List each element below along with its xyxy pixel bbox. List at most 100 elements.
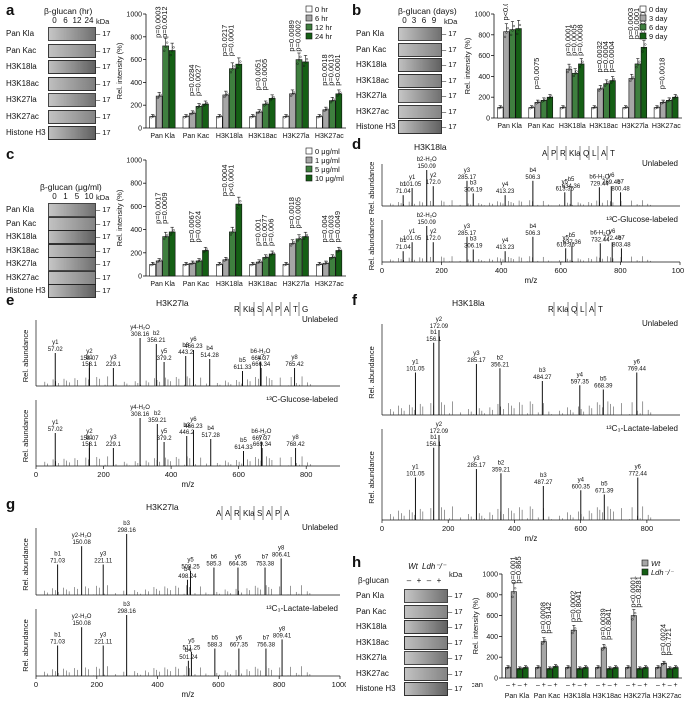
data-point bbox=[609, 667, 613, 670]
blot-row-kda: – 17 bbox=[96, 128, 111, 137]
blot-band bbox=[48, 93, 96, 107]
peak-label: b4 bbox=[207, 426, 214, 432]
panel-letter-d: d bbox=[352, 136, 362, 153]
bar bbox=[235, 203, 243, 277]
p-value-annotation: p=0.0001 bbox=[632, 8, 641, 40]
x-tick-label: H3K27la bbox=[283, 133, 310, 140]
peak-label: b1 bbox=[400, 182, 407, 188]
bar bbox=[552, 666, 559, 679]
peak-label: y6 bbox=[634, 360, 641, 366]
x-tick-label: 0 bbox=[34, 680, 38, 689]
y-axis-label: Rel. abundance bbox=[21, 538, 30, 591]
blot-row: H3K18la – 17 bbox=[352, 57, 472, 72]
x-tick-label: 0 bbox=[380, 266, 384, 275]
blot-band bbox=[404, 635, 448, 650]
data-point bbox=[632, 615, 635, 618]
x-tick-label: 0 bbox=[380, 524, 384, 533]
x-tick-label: H3K18la bbox=[559, 123, 586, 130]
data-point bbox=[505, 31, 508, 34]
peak-label: 508.25 bbox=[181, 565, 200, 571]
peak-label: b2 bbox=[153, 331, 160, 337]
x-tick-label: 200 bbox=[442, 524, 455, 533]
data-point bbox=[565, 667, 568, 670]
x-tick-label: 400 bbox=[151, 680, 164, 689]
peak-label: 611.33 bbox=[234, 365, 253, 371]
blot-row-label: H3K27ac bbox=[356, 106, 389, 116]
data-point bbox=[166, 233, 169, 237]
bar bbox=[155, 95, 163, 129]
treatment-sign: – bbox=[506, 682, 510, 689]
data-point bbox=[512, 591, 515, 594]
bar bbox=[660, 663, 667, 679]
peak-label: y4-H₂O bbox=[130, 405, 150, 411]
bar bbox=[195, 260, 203, 277]
blot-row: H3K18ac – 17 bbox=[352, 635, 472, 650]
y-tick-label: 600 bbox=[486, 613, 498, 620]
bar bbox=[595, 667, 601, 679]
x-tick-label: 800 bbox=[273, 680, 286, 689]
peptide-residue: A bbox=[266, 509, 272, 518]
x-tick-label: 1000 bbox=[672, 266, 684, 275]
data-point bbox=[236, 207, 239, 210]
p-value-annotation: p=0.0017 bbox=[153, 192, 162, 224]
spectrum-condition-label: Unlabeled bbox=[302, 315, 338, 324]
blot-row-kda: – 17 bbox=[96, 245, 111, 255]
peptide-residue: S bbox=[257, 509, 262, 518]
data-point bbox=[224, 94, 227, 97]
peak-label: 101.05 bbox=[403, 236, 422, 242]
peak-label: 101.05 bbox=[406, 367, 425, 373]
blot-row: H3K18ac – 17 bbox=[352, 73, 472, 88]
data-point bbox=[544, 639, 547, 642]
p-value-annotation: p=0.8041 bbox=[604, 608, 613, 640]
peak-label: y4 bbox=[502, 238, 509, 244]
blot-band bbox=[404, 651, 448, 665]
peak-label: 466.23 bbox=[184, 424, 203, 430]
y-tick-label: 1000 bbox=[126, 158, 142, 165]
data-point bbox=[642, 46, 646, 50]
p-value-annotation: p<0.0001 bbox=[638, 8, 647, 40]
bar bbox=[612, 667, 619, 679]
peak-label: b6-H₂O bbox=[589, 174, 609, 180]
x-tick-label: H3K27ac bbox=[315, 281, 344, 288]
treatment-sign: – bbox=[548, 682, 552, 689]
data-point bbox=[331, 99, 334, 103]
peak-label: y2 bbox=[86, 349, 93, 355]
group-labels: Wt Ldh⁻/⁻ bbox=[404, 562, 446, 571]
data-point bbox=[219, 262, 222, 266]
treatment-sign: + bbox=[602, 682, 606, 689]
blot-h: Wt Ldh⁻/⁻ kDa β-glucan – + – + Pan Kla – 17 Pa… bbox=[352, 552, 472, 704]
data-point bbox=[204, 103, 207, 106]
data-point bbox=[171, 231, 174, 234]
bar bbox=[229, 231, 236, 277]
data-point bbox=[563, 106, 566, 109]
kda-header: kDa bbox=[444, 17, 458, 26]
data-point bbox=[581, 60, 584, 63]
kda-header: kDa bbox=[96, 193, 110, 202]
peptide-residue: P bbox=[275, 509, 280, 518]
peak-label: b1 bbox=[54, 633, 61, 639]
data-point bbox=[272, 251, 275, 255]
bar bbox=[628, 78, 635, 119]
bar bbox=[515, 28, 522, 119]
data-point bbox=[601, 648, 604, 651]
bar bbox=[155, 260, 163, 277]
peak-label: b2 bbox=[154, 411, 161, 417]
data-point bbox=[164, 235, 167, 239]
peptide-residue: A bbox=[216, 509, 222, 518]
data-point bbox=[669, 667, 673, 670]
legend-entry: 0 hr bbox=[315, 5, 328, 14]
peak-label: 800.48 bbox=[611, 186, 630, 192]
peak-label: 172.09 bbox=[430, 324, 449, 330]
lane-label: 3 bbox=[411, 16, 417, 25]
blot-row-kda: – 17 bbox=[96, 45, 111, 55]
blot-row-label: H3K27la bbox=[6, 259, 37, 268]
peptide-residue: T bbox=[610, 149, 615, 158]
lane-label: 6 bbox=[63, 16, 68, 25]
blot-row-label: Pan Kla bbox=[6, 205, 35, 214]
data-point bbox=[159, 259, 162, 262]
peak-label: b3 bbox=[539, 368, 546, 374]
p-value-annotation: p=0.721 bbox=[664, 628, 673, 655]
data-point bbox=[339, 248, 342, 251]
data-point bbox=[519, 667, 523, 670]
data-point bbox=[572, 629, 575, 632]
